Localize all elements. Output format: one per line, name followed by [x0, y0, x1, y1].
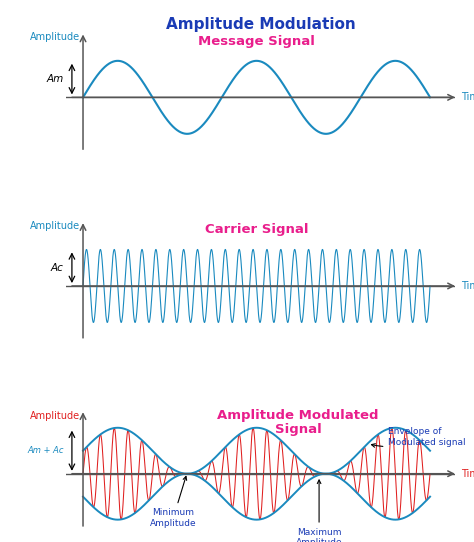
Text: Minimum
Amplitude: Minimum Amplitude	[150, 476, 197, 527]
Text: Carrier Signal: Carrier Signal	[205, 223, 308, 236]
Text: Amplitude Modulation: Amplitude Modulation	[166, 17, 356, 33]
Text: Envelope of
Modulated signal: Envelope of Modulated signal	[372, 427, 466, 447]
Text: Maximum
Amplitude: Maximum Amplitude	[296, 480, 342, 542]
Text: Time: Time	[461, 92, 474, 102]
Text: Amplitude: Amplitude	[30, 33, 80, 42]
Text: Time: Time	[461, 469, 474, 479]
Text: Amplitude Modulated
Signal: Amplitude Modulated Signal	[218, 409, 379, 436]
Text: Am + Ac: Am + Ac	[27, 446, 64, 455]
Text: Time: Time	[461, 281, 474, 291]
Text: Ac: Ac	[51, 263, 64, 273]
Text: Message Signal: Message Signal	[198, 35, 315, 48]
Text: Amplitude: Amplitude	[30, 410, 80, 421]
Text: Am: Am	[46, 74, 64, 84]
Text: Amplitude: Amplitude	[30, 221, 80, 231]
